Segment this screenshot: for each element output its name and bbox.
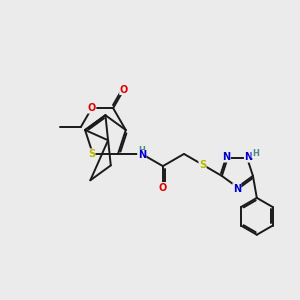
Text: N: N <box>244 152 253 162</box>
Text: O: O <box>159 182 167 193</box>
Text: S: S <box>88 149 95 159</box>
Text: O: O <box>88 103 96 113</box>
Text: N: N <box>222 152 230 162</box>
Text: H: H <box>138 146 145 155</box>
Text: N: N <box>233 184 241 194</box>
Text: O: O <box>120 85 128 94</box>
Text: H: H <box>252 149 259 158</box>
Text: S: S <box>199 160 206 170</box>
Text: N: N <box>138 150 146 161</box>
